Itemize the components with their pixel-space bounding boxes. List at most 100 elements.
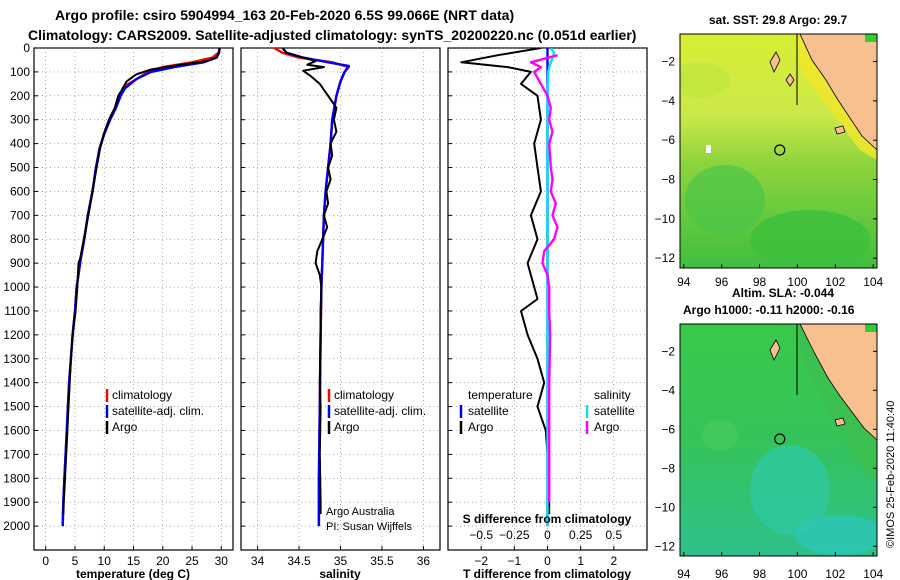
legend-label-argo: Argo	[334, 420, 360, 434]
salinity-legend: climatology satellite-adj. clim. Argo	[327, 388, 426, 434]
temperature-series	[61, 48, 222, 527]
map-y-tick-label: −2	[661, 55, 675, 69]
sst-map	[680, 34, 877, 268]
depth-tick-label: 1800	[3, 471, 30, 485]
legend-label-t-argo: Argo	[468, 420, 494, 434]
legend-label-satellite: satellite-adj. clim.	[334, 404, 426, 418]
map-x-tick-label: 98	[753, 275, 767, 289]
x-tick-label: 36	[417, 554, 431, 568]
sst-patch	[750, 210, 870, 268]
x-tick-label: 35	[334, 554, 348, 568]
credit-text: ©IMOS 25-Feb-2020 11:40:40	[885, 401, 897, 548]
sla-patch	[702, 419, 738, 451]
title-line-2: Climatology: CARS2009. Satellite-adjuste…	[28, 27, 636, 43]
sla-patch	[750, 445, 830, 535]
depth-tick-label: 100	[10, 65, 30, 79]
salinity-plot-frame	[240, 47, 441, 551]
map-x-tick-label: 100	[787, 275, 807, 289]
legend-label-t-satellite: satellite	[468, 404, 509, 418]
salinity-xlabel: salinity	[319, 567, 361, 580]
map-x-tick-label: 102	[825, 275, 845, 289]
map-x-tick-label: 102	[825, 567, 845, 580]
depth-tick-label: 1100	[4, 304, 30, 318]
x-tick-label: −1	[507, 554, 521, 568]
map-y-tick-label: −8	[661, 461, 675, 475]
difference-series	[460, 48, 559, 527]
axis-layer: 0 5 10 15 20 25 30 34 34.5 35 35.5 36 −2 −1 0 1 2 −0.5 −0.…	[3, 41, 622, 568]
depth-tick-label: 2000	[3, 519, 30, 533]
x-tick-label: 34	[251, 554, 265, 568]
map-y-tick-label: −8	[661, 173, 675, 187]
map-y-tick-label: −4	[661, 383, 675, 397]
island	[834, 417, 846, 427]
x-tick-label: 15	[127, 554, 141, 568]
difference-series-s-argo	[529, 54, 559, 503]
x-tick-label: 2	[610, 554, 617, 568]
depth-tick-label: 1600	[3, 423, 30, 437]
map-y-tick-label: −4	[661, 94, 675, 108]
x-tick-label: 10	[98, 554, 112, 568]
map-x-tick-label: 100	[787, 567, 807, 580]
x-tick-label-top: 0	[544, 528, 551, 542]
depth-tick-label: 400	[10, 137, 30, 151]
depth-tick-label: 800	[10, 232, 30, 246]
depth-tick-label: 1000	[3, 280, 30, 294]
map-y-tick-label: −2	[661, 344, 675, 358]
map-x-tick-label: 94	[677, 567, 691, 580]
x-tick-label-top: 0.25	[569, 528, 593, 542]
temperature-plot-frame	[33, 47, 234, 551]
x-tick-label-top: −0.5	[469, 528, 493, 542]
legend-title-salinity: salinity	[594, 388, 631, 402]
x-tick-label: 5	[72, 554, 79, 568]
depth-tick-label: 1700	[3, 447, 30, 461]
sla-corner-cell	[865, 324, 877, 332]
x-tick-label: 0	[42, 554, 49, 568]
temperature-legend: climatology satellite-adj. clim. Argo	[105, 388, 204, 434]
sla-map-subtitle: Argo h1000: -0.11 h2000: -0.16	[683, 303, 855, 317]
sst-patch	[685, 165, 765, 235]
x-tick-label: 30	[215, 554, 229, 568]
map-x-tick-label: 104	[863, 275, 883, 289]
sst-map-frame	[679, 33, 878, 269]
difference-xlabel: T difference from climatology	[463, 567, 631, 580]
x-tick-label-top: 0.5	[605, 528, 622, 542]
sst-map-title: sat. SST: 29.8 Argo: 29.7	[709, 13, 848, 27]
temperature-series-argo	[62, 48, 221, 515]
x-tick-label-top: −0.25	[499, 528, 530, 542]
temperature-xlabel: temperature (deg C)	[76, 567, 190, 580]
legend-label-argo: Argo	[112, 420, 138, 434]
map-x-tick-label: 104	[863, 567, 883, 580]
map-y-tick-label: −12	[655, 539, 676, 553]
x-tick-label: 0	[544, 554, 551, 568]
salinity-series-argo	[281, 48, 338, 515]
depth-tick-label: 1500	[3, 400, 30, 414]
map-y-tick-label: −10	[655, 212, 676, 226]
depth-tick-label: 900	[10, 256, 30, 270]
legend-label-s-satellite: satellite	[594, 404, 635, 418]
legend-label-climatology: climatology	[334, 388, 394, 402]
argo-position-marker	[774, 433, 786, 445]
sla-patch	[795, 515, 877, 555]
salinity-series	[273, 48, 350, 527]
legend-label-s-argo: Argo	[594, 420, 620, 434]
depth-tick-label: 1900	[3, 495, 30, 509]
x-tick-label: −2	[474, 554, 488, 568]
depth-tick-label: 0	[23, 41, 30, 55]
sumatra-land	[799, 324, 877, 441]
map-y-tick-label: −6	[661, 422, 675, 436]
argo-position-marker	[774, 144, 786, 156]
sla-map-title: Altim. SLA: -0.044	[732, 286, 834, 300]
map-y-tick-label: −10	[655, 500, 676, 514]
x-tick-label: 34.5	[287, 554, 311, 568]
sla-map-frame	[679, 323, 878, 557]
legend-label-satellite: satellite-adj. clim.	[112, 404, 204, 418]
depth-tick-label: 1300	[3, 352, 30, 366]
map-x-tick-label: 94	[677, 275, 691, 289]
map-x-tick-label: 96	[715, 567, 729, 580]
x-tick-label: 25	[185, 554, 199, 568]
depth-tick-label: 300	[10, 113, 30, 127]
island	[785, 73, 795, 87]
x-tick-label: 20	[156, 554, 170, 568]
